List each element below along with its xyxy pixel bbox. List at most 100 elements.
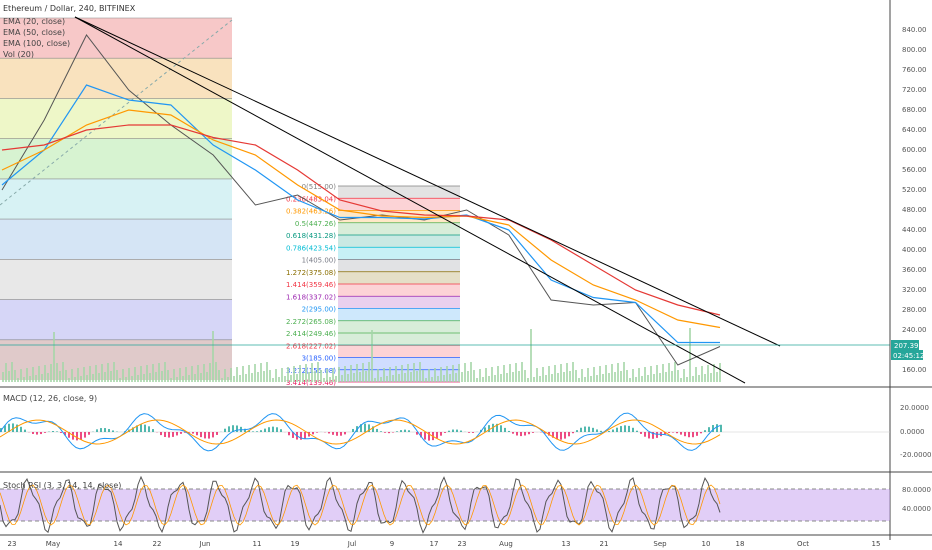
- macd-histogram-bar: [508, 430, 510, 432]
- fib-mid-label: 3(185.00): [302, 355, 337, 363]
- indicator-legend-item[interactable]: EMA (50, close): [3, 28, 65, 37]
- volume-bar: [641, 376, 643, 382]
- volume-bar: [647, 375, 649, 382]
- price-tick-label: 480.00: [902, 206, 927, 214]
- volume-bar: [467, 371, 469, 382]
- volume-bar: [8, 371, 10, 382]
- macd-histogram-bar: [256, 431, 258, 432]
- volume-bar: [203, 364, 205, 382]
- volume-bar: [506, 373, 508, 382]
- macd-pane[interactable]: [0, 412, 890, 452]
- macd-histogram-bar: [188, 432, 190, 433]
- volume-bar: [95, 365, 97, 382]
- volume-bar: [224, 369, 226, 382]
- macd-histogram-bar: [164, 432, 166, 437]
- macd-histogram-bar: [648, 432, 650, 439]
- macd-histogram-bar: [100, 428, 102, 432]
- fibonacci-extension-left: [0, 17, 233, 380]
- macd-histogram-bar: [644, 432, 646, 437]
- indicator-legend-item[interactable]: Vol (20): [3, 50, 34, 59]
- fib-mid-label: 2(295.00): [302, 306, 337, 314]
- macd-histogram-bar: [260, 430, 262, 432]
- volume-bar: [659, 373, 661, 382]
- volume-bar: [656, 365, 658, 382]
- macd-histogram-bar: [548, 432, 550, 436]
- macd-histogram-bar: [664, 432, 666, 435]
- macd-histogram-bar: [308, 432, 310, 437]
- volume-bar: [59, 371, 61, 382]
- volume-bar: [485, 368, 487, 382]
- volume-bar: [332, 368, 334, 382]
- macd-histogram-bar: [16, 424, 18, 432]
- volume-bar: [428, 369, 430, 382]
- fib-mid-band: [338, 308, 460, 321]
- macd-histogram-bar: [440, 432, 442, 436]
- volume-bar: [167, 370, 169, 382]
- volume-bar: [404, 373, 406, 382]
- lower-trendline[interactable]: [74, 16, 746, 384]
- volume-bar: [662, 364, 664, 382]
- fib-mid-band: [338, 296, 460, 309]
- macd-histogram-bar: [76, 432, 78, 441]
- price-tick-label: 520.00: [902, 186, 927, 194]
- fib-left-band: [0, 259, 232, 300]
- fib-mid-band: [338, 259, 460, 272]
- indicator-legend-item[interactable]: EMA (100, close): [3, 39, 70, 48]
- fib-mid-band: [338, 222, 460, 235]
- stoch-rsi-pane[interactable]: [0, 475, 890, 534]
- volume-bar: [707, 365, 709, 382]
- volume-bar: [437, 376, 439, 382]
- macd-histogram-bar: [104, 428, 106, 432]
- volume-bar: [620, 371, 622, 382]
- indicator-legend[interactable]: EMA (20, close) EMA (50, close) EMA (100, …: [3, 17, 70, 59]
- macd-histogram-bar: [580, 427, 582, 432]
- macd-histogram-bar: [56, 431, 58, 432]
- macd-histogram-bar: [264, 428, 266, 432]
- upper-trendline[interactable]: [74, 16, 781, 347]
- price-tick-label: 360.00: [902, 266, 927, 274]
- macd-histogram-bar: [140, 424, 142, 432]
- volume-bar: [377, 369, 379, 382]
- macd-histogram-bar: [620, 426, 622, 432]
- volume-bar: [458, 364, 460, 382]
- macd-tick-label: 0.0000: [900, 428, 925, 436]
- volume-bar: [596, 375, 598, 382]
- macd-histogram-bar: [20, 426, 22, 432]
- fib-left-band: [0, 178, 232, 220]
- volume-bar: [101, 364, 103, 382]
- fib-mid-band: [338, 333, 460, 346]
- time-tick-label: May: [46, 540, 60, 548]
- volume-bar: [83, 367, 85, 382]
- time-axis[interactable]: 23 May 14 22 Jun 11 19 Jul 9 17 23 Aug 13 21 Sep 10 18 Oc…: [8, 540, 881, 548]
- volume-bar: [53, 332, 55, 382]
- macd-histogram-bar: [224, 428, 226, 432]
- volume-bar: [575, 370, 577, 382]
- volume-bar: [89, 366, 91, 382]
- volume-bar: [239, 375, 241, 382]
- macd-histogram-bar: [468, 432, 470, 433]
- volume-bar: [218, 370, 220, 382]
- fib-left-band: [0, 299, 232, 340]
- macd-histogram-bar: [624, 425, 626, 432]
- volume-bar: [212, 331, 214, 382]
- volume-bar: [314, 371, 316, 382]
- stoch-tick-label: 40.0000: [902, 505, 931, 513]
- macd-histogram-bar: [396, 431, 398, 432]
- volume-bar: [521, 362, 523, 382]
- volume-bar: [539, 376, 541, 382]
- macd-histogram-bar: [388, 432, 390, 434]
- price-tick-label: 640.00: [902, 126, 927, 134]
- volume-bar: [326, 369, 328, 382]
- macd-histogram-bar: [248, 430, 250, 432]
- price-series: [1, 34, 721, 366]
- trendlines[interactable]: [74, 16, 781, 384]
- macd-histogram-bar: [24, 429, 26, 432]
- volume-bar: [527, 378, 529, 382]
- indicator-legend-item[interactable]: EMA (20, close): [3, 17, 65, 26]
- price-axis[interactable]: 840.00 800.00 760.00 720.00 680.00 640.00 600.…: [902, 26, 927, 374]
- volume-bar: [491, 367, 493, 382]
- macd-histogram-bar: [528, 432, 530, 435]
- macd-histogram-bar: [68, 432, 70, 438]
- volume-bar: [668, 363, 670, 382]
